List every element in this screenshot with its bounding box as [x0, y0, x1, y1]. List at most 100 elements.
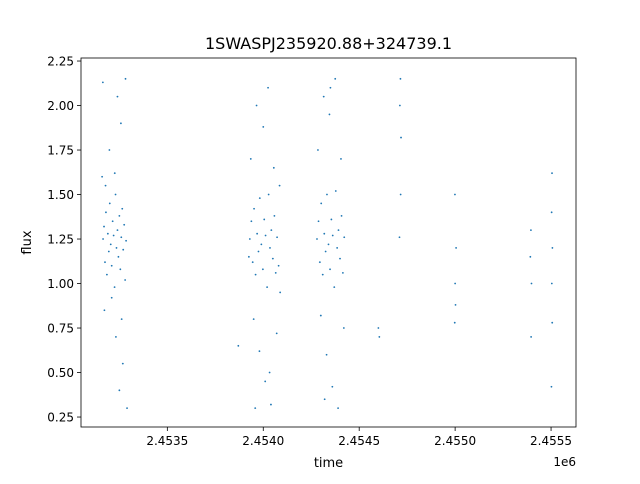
- data-point: [551, 172, 553, 175]
- data-point: [550, 385, 553, 388]
- data-point: [377, 327, 380, 329]
- x-axis-offset-label: 1e6: [553, 455, 576, 469]
- x-axis-label: time: [314, 456, 343, 471]
- data-point: [116, 229, 119, 232]
- plot-frame: [80, 57, 577, 428]
- data-point: [337, 407, 339, 410]
- data-point: [264, 234, 267, 237]
- data-point: [104, 261, 106, 264]
- data-point: [331, 385, 334, 388]
- data-point: [329, 268, 331, 271]
- data-point: [529, 255, 532, 258]
- data-point: [121, 207, 124, 210]
- data-point: [324, 250, 327, 253]
- data-point: [254, 407, 257, 410]
- data-point: [257, 250, 260, 253]
- data-point: [274, 271, 277, 274]
- data-point: [333, 286, 336, 288]
- data-point: [104, 184, 107, 187]
- data-point: [339, 257, 341, 260]
- x-tick-label: 2.4540: [242, 434, 284, 448]
- y-tick-label: 2.25: [47, 55, 74, 69]
- chart-title: 1SWASPJ235920.88+324739.1: [205, 34, 452, 53]
- y-tick-label: 2.00: [47, 99, 74, 113]
- data-point: [326, 193, 328, 196]
- data-point: [331, 234, 334, 237]
- data-point: [334, 190, 337, 192]
- data-point: [126, 407, 128, 410]
- data-point: [398, 104, 401, 107]
- data-point: [258, 197, 261, 199]
- data-point: [125, 239, 127, 242]
- data-point: [454, 193, 456, 196]
- data-point: [399, 77, 402, 80]
- data-point: [530, 229, 532, 232]
- data-point: [400, 136, 402, 139]
- data-point: [454, 303, 457, 306]
- data-point: [317, 149, 319, 151]
- data-point: [340, 214, 343, 217]
- data-point: [329, 86, 332, 89]
- x-tick-label: 2.4555: [530, 434, 572, 448]
- data-point: [121, 362, 124, 365]
- data-point: [271, 257, 274, 260]
- y-tick-label: 1.75: [47, 144, 74, 158]
- data-point: [268, 371, 271, 374]
- data-point: [113, 172, 116, 175]
- data-point: [327, 243, 330, 246]
- data-point: [115, 336, 117, 338]
- data-point: [256, 232, 259, 235]
- data-point: [123, 223, 126, 226]
- data-point: [110, 264, 113, 267]
- data-point: [118, 389, 121, 392]
- data-point: [262, 125, 265, 128]
- data-point: [318, 261, 321, 264]
- data-point: [124, 279, 127, 281]
- data-point: [124, 77, 127, 80]
- data-point: [320, 202, 323, 205]
- data-point: [270, 403, 272, 406]
- data-point: [118, 214, 121, 217]
- x-tick-label: 2.4550: [434, 434, 476, 448]
- data-point: [120, 318, 123, 321]
- y-axis-label: flux: [20, 230, 35, 254]
- data-point: [267, 86, 269, 89]
- data-point: [340, 158, 342, 160]
- data-point: [117, 255, 120, 258]
- data-point: [550, 211, 553, 214]
- data-point: [399, 193, 402, 196]
- data-point: [105, 211, 107, 214]
- data-point: [278, 184, 281, 187]
- data-point: [115, 247, 118, 249]
- data-point: [109, 243, 112, 246]
- data-point: [255, 104, 258, 107]
- data-point: [108, 202, 111, 205]
- data-point: [279, 291, 282, 294]
- data-point: [272, 166, 275, 169]
- y-tick-label: 0.50: [47, 366, 74, 380]
- data-point: [267, 193, 270, 196]
- data-point: [112, 234, 115, 237]
- data-point: [551, 247, 554, 249]
- data-point: [322, 95, 325, 98]
- data-point: [252, 318, 255, 321]
- data-point: [107, 250, 110, 253]
- data-point: [317, 220, 320, 223]
- data-point: [378, 336, 381, 338]
- data-point: [120, 122, 122, 125]
- data-point: [336, 247, 339, 249]
- data-point: [101, 175, 104, 178]
- data-point: [119, 268, 122, 271]
- y-tick-label: 1.25: [47, 233, 74, 247]
- data-point: [325, 353, 328, 356]
- data-point: [337, 229, 340, 232]
- data-point: [247, 255, 250, 258]
- data-point: [276, 236, 278, 239]
- y-tick-label: 1.50: [47, 188, 74, 202]
- data-point: [106, 232, 109, 235]
- data-point: [273, 214, 276, 217]
- x-tick-label: 2.4535: [146, 434, 188, 448]
- data-point: [270, 229, 273, 232]
- data-point: [319, 314, 322, 317]
